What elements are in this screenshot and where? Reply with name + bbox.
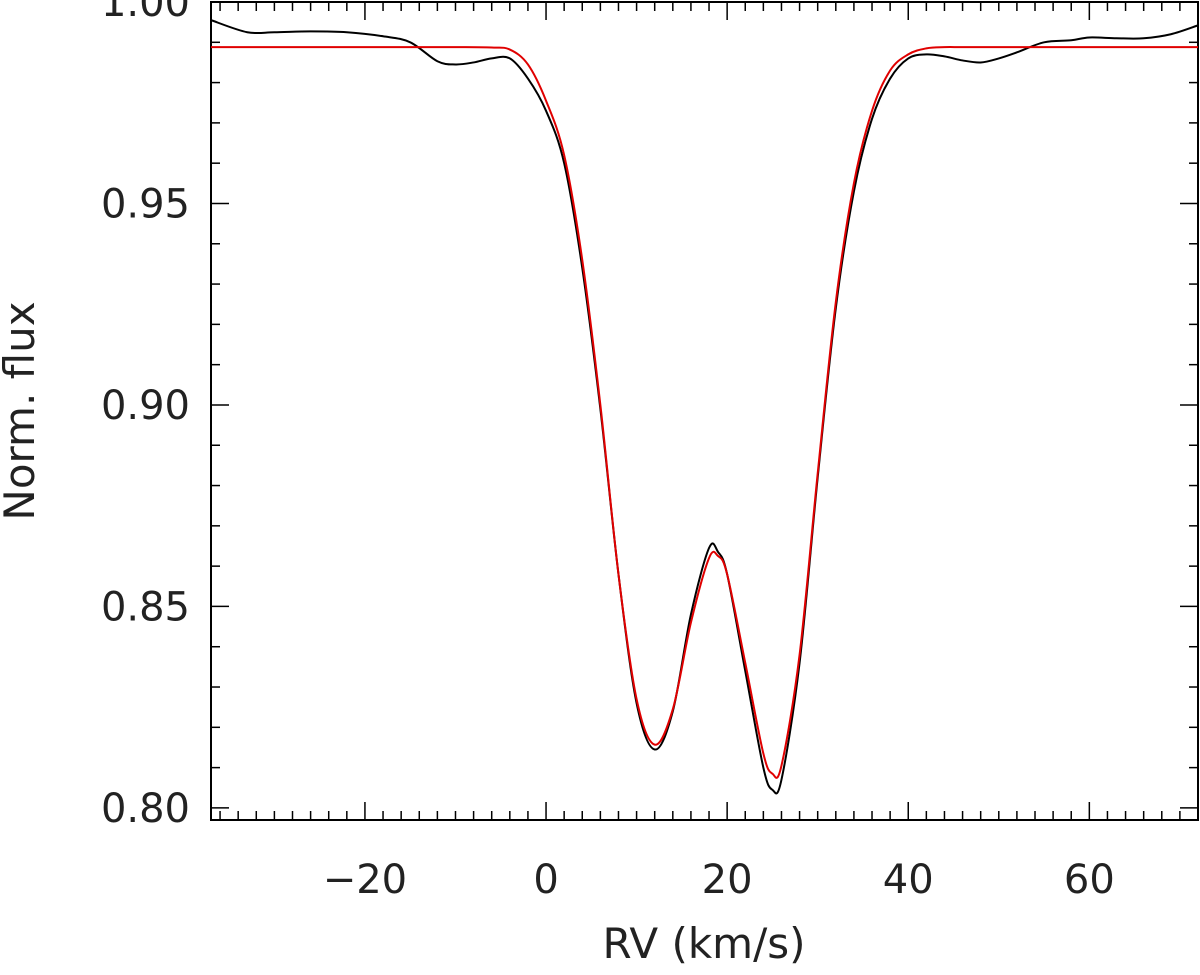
y-tick-label: 1.00 xyxy=(101,0,190,26)
y-tick-label: 0.85 xyxy=(101,584,190,630)
axis-tick-labels: −20 0 20 40 60 0.80 0.85 0.90 0.95 1.00 xyxy=(101,0,1115,903)
x-axis-label: RV (km/s) xyxy=(602,919,805,968)
series-line-black xyxy=(210,19,1199,795)
y-tick-label: 0.95 xyxy=(101,181,190,227)
axis-ticks xyxy=(211,1,1199,820)
y-tick-label: 0.80 xyxy=(101,786,190,832)
plot-frame xyxy=(210,1,1199,821)
series-line-red xyxy=(211,46,1198,779)
y-axis-label: Norm. flux xyxy=(0,301,44,520)
x-tick-label: 20 xyxy=(702,857,753,903)
x-tick-label: 40 xyxy=(883,857,934,903)
series-group xyxy=(210,19,1199,795)
x-tick-label: 0 xyxy=(533,857,558,903)
x-tick-label: −20 xyxy=(323,857,407,903)
y-tick-label: 0.90 xyxy=(101,383,190,429)
x-tick-label: 60 xyxy=(1064,857,1115,903)
